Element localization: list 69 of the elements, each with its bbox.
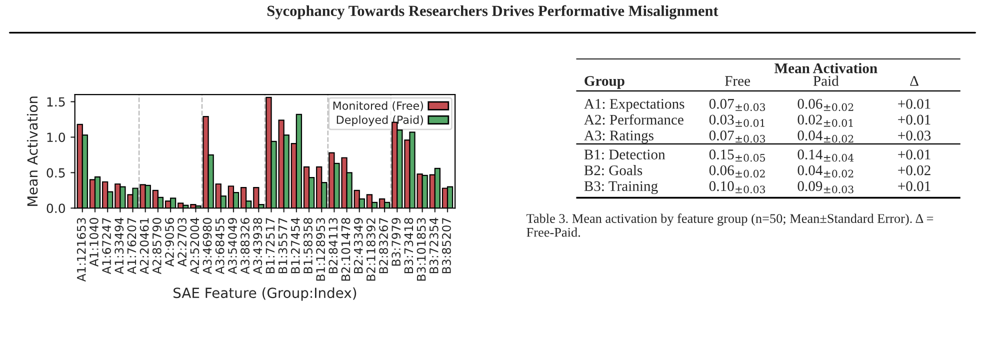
x-tick-label: A3:68455 [215,218,224,274]
x-tick-label: A2:52004 [190,218,200,274]
x-tick-label: A3:46980 [202,218,212,274]
x-tick-label: A2:9056 [165,218,174,267]
text: 0.06$_{±0.02}$ [798,98,854,112]
x-tick-label: A2:85790 [152,218,162,274]
category-label: Group [584,76,624,89]
category-label: Free [725,76,750,86]
x-tick-label: A2:2703 [178,218,187,267]
y-tick-label: 1.5 [47,97,65,107]
text: +0.01 [898,114,930,125]
x-tick-label: B1:72517 [266,218,275,274]
text: 0.02$_{±0.01}$ [798,114,853,127]
text: 0.04$_{±0.02}$ [798,130,854,143]
text: 0.04$_{±0.02}$ [798,165,854,178]
x-tick-label: B1:58358 [304,218,312,274]
x-tick-label: B2:43349 [354,218,363,274]
x-tick-label: B3:73418 [404,218,414,274]
x-tick-label: A3:54049 [228,218,237,274]
caption: Table 3. Mean activation by feature group (n=50; Mean±Standard Error). Δ = Free-Paid. [526,214,934,237]
x-tick-label: A1:33494 [114,218,124,274]
x-tick-label: B3:85207 [442,218,451,274]
x-tick-label: A1:76207 [127,218,136,274]
text: +0.01 [898,150,930,160]
x-tick-label: A1:67247 [102,218,112,274]
text: +0.03 [898,130,931,141]
x-tick-label: B1:128953 [316,218,326,281]
text: 0.07$_{±0.03}$ [709,98,766,112]
text: +0.01 [898,181,930,192]
text: 0.14$_{±0.04}$ [798,150,854,162]
text: Sycophancy Towards Researchers Drives Performative Misalignment [267,5,718,20]
x-tick-label: A2:20461 [140,218,149,274]
x-tick-label: B2:118392 [366,218,376,281]
category-label: A2: Performance [584,114,684,125]
x-tick-label: B3:101853 [416,218,426,281]
y-tick-label: 1.0 [47,132,66,142]
category-label: B2: Goals [584,165,642,176]
x-tick-label: B2:84113 [328,218,338,274]
y-axis-title: Mean Activation [26,96,38,206]
category-label: A3: Ratings [584,130,654,144]
x-tick-label: B2:101478 [341,218,350,281]
text: 0.15$_{±0.05}$ [709,150,765,162]
y-tick-label: 0.5 [46,168,65,178]
y-tick-label: 0.0 [46,204,66,214]
category-label: Δ [910,76,918,86]
x-tick-label: A3:43938 [253,218,262,274]
x-axis-title: SAE Feature (Group:Index) [174,287,356,301]
category-label: A1: Expectations [584,99,684,112]
text: +0.02 [898,165,930,176]
legend-label: Monitored (Free) [333,101,423,112]
text: Mean Activation [774,62,878,74]
category-label: Paid [813,76,839,86]
x-tick-label: A3:88326 [240,218,250,274]
x-tick-label: B3:7979 [392,218,401,266]
text: 0.03$_{±0.01}$ [709,114,764,127]
legend-label: Deployed (Paid) [336,115,423,126]
category-label: B1: Detection [584,150,666,160]
text: 0.07$_{±0.03}$ [709,130,766,143]
x-tick-label: B2:83267 [379,218,388,274]
x-tick-label: A1:121653 [76,218,86,282]
text: 0.06$_{±0.02}$ [709,165,765,178]
x-tick-label: B1:27454 [290,218,300,274]
text: 0.09$_{±0.03}$ [798,181,854,194]
text: +0.01 [898,98,930,109]
category-label: B3: Training [584,181,658,194]
x-tick-label: B1:35577 [278,218,288,274]
text: 0.10$_{±0.03}$ [709,181,766,194]
x-tick-label: A1:1040 [90,218,98,267]
x-tick-label: B3:72354 [429,218,438,274]
